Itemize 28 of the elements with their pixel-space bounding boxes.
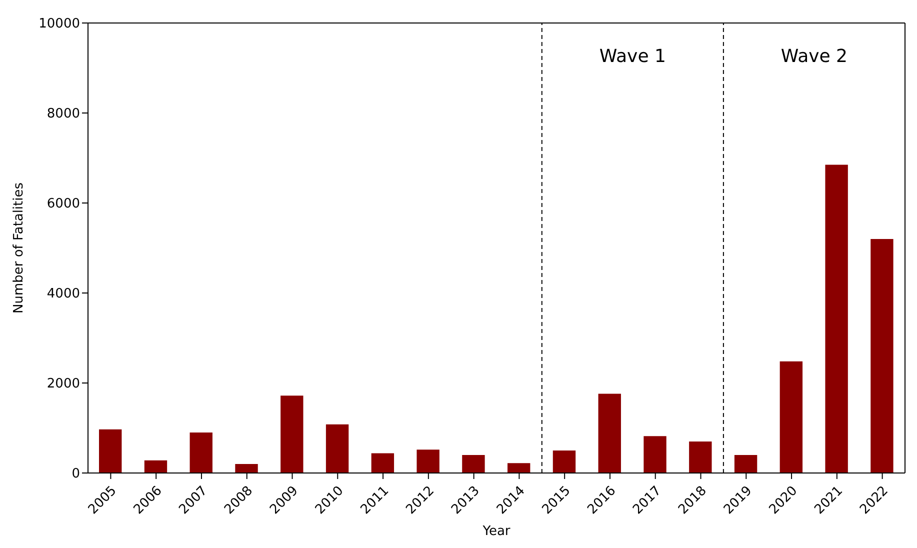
annotation: Wave 2 [780, 46, 848, 67]
bar [280, 396, 304, 473]
bar [825, 164, 848, 473]
y-tick-label: 10000 [38, 16, 80, 32]
bar [190, 432, 212, 473]
y-tick-label: 4000 [46, 286, 80, 302]
x-axis-title: Year [482, 524, 511, 539]
y-axis-title: Number of Fatalities [12, 182, 27, 314]
bar [870, 239, 894, 473]
bar [462, 455, 485, 473]
bar [416, 450, 440, 473]
bar [326, 424, 349, 473]
bar [689, 442, 712, 473]
bar [144, 460, 168, 473]
y-tick-label: 6000 [46, 196, 80, 212]
bar [552, 450, 576, 473]
y-tick-label: 2000 [46, 376, 80, 392]
bar [508, 463, 530, 473]
y-tick-label: 0 [72, 466, 80, 482]
bar [235, 464, 258, 473]
bar [371, 453, 394, 473]
annotation: Wave 1 [599, 46, 666, 67]
bar [644, 436, 666, 473]
bar [734, 455, 758, 473]
bar [780, 361, 803, 473]
y-tick-label: 8000 [46, 106, 80, 122]
bar [99, 429, 122, 473]
bar [598, 394, 621, 473]
